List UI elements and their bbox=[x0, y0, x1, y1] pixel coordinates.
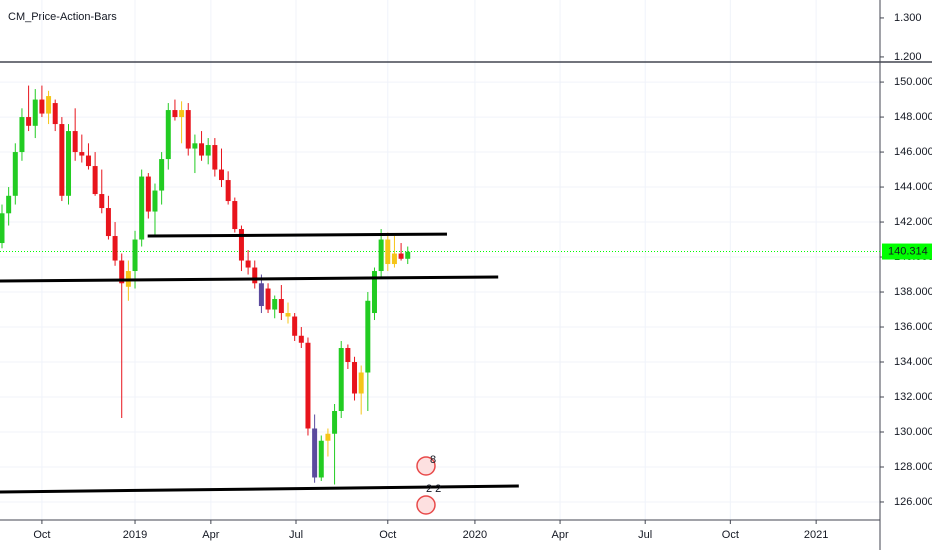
candle-body bbox=[312, 428, 318, 478]
candle-body bbox=[358, 372, 364, 394]
candle-body bbox=[32, 99, 38, 126]
candle-body bbox=[192, 143, 198, 149]
last-price-label: 140.314 bbox=[888, 245, 928, 257]
candle-body bbox=[318, 440, 324, 478]
candle-body bbox=[398, 253, 404, 259]
candle-body bbox=[325, 433, 331, 441]
candle-body bbox=[225, 180, 231, 202]
candle-body bbox=[332, 410, 338, 434]
candle-body bbox=[52, 103, 58, 125]
candle-body bbox=[285, 313, 291, 317]
candle-body bbox=[185, 110, 191, 149]
candle-body bbox=[245, 260, 251, 268]
x-tick-label: Apr bbox=[202, 529, 219, 541]
candle-body bbox=[72, 131, 78, 153]
x-tick-label: Apr bbox=[551, 529, 568, 541]
y-tick-label: 150.000 bbox=[894, 76, 932, 88]
candle-body bbox=[292, 316, 298, 336]
candle-body bbox=[272, 299, 278, 310]
candle-body bbox=[26, 117, 32, 126]
candle-body bbox=[258, 283, 264, 307]
candle-body bbox=[365, 300, 371, 373]
annotation-icon bbox=[416, 495, 436, 515]
candle-body bbox=[199, 143, 205, 156]
candle-body bbox=[79, 152, 85, 156]
x-tick-label: Jul bbox=[638, 529, 652, 541]
candle-body bbox=[139, 176, 145, 240]
candle-body bbox=[405, 251, 411, 259]
candle-body bbox=[66, 131, 72, 196]
candle-body bbox=[212, 145, 218, 170]
x-tick-label: Oct bbox=[33, 529, 50, 541]
candle-body bbox=[218, 169, 224, 181]
annotation-icon bbox=[416, 456, 436, 476]
candle-body bbox=[145, 176, 151, 212]
candle-body bbox=[59, 124, 65, 196]
last-price-box bbox=[882, 243, 932, 260]
x-tick-label: 2020 bbox=[463, 529, 487, 541]
x-tick-label: 2021 bbox=[804, 529, 828, 541]
candle-body bbox=[85, 155, 91, 167]
x-tick-label: 2019 bbox=[123, 529, 147, 541]
y-tick-label: 136.000 bbox=[894, 321, 932, 333]
y-tick-label: 1.300 bbox=[894, 12, 922, 24]
trendline bbox=[147, 232, 447, 238]
annotation-label: 8 bbox=[430, 454, 436, 466]
y-tick-label: 130.000 bbox=[894, 426, 932, 438]
candle-body bbox=[232, 201, 238, 230]
candle-body bbox=[112, 236, 118, 261]
candle-body bbox=[278, 299, 284, 314]
candle-body bbox=[46, 96, 52, 114]
y-tick-label: 142.000 bbox=[894, 216, 932, 228]
candle-body bbox=[378, 239, 384, 272]
candle-body bbox=[6, 195, 12, 214]
y-tick-label: 128.000 bbox=[894, 461, 932, 473]
y-tick-label: 134.000 bbox=[894, 356, 932, 368]
y-tick-label: 126.000 bbox=[894, 496, 932, 508]
y-tick-label: 1.200 bbox=[894, 51, 922, 63]
trendline bbox=[0, 484, 519, 494]
candle-body bbox=[345, 348, 351, 363]
y-tick-label: 144.000 bbox=[894, 181, 932, 193]
candle-body bbox=[105, 208, 111, 237]
candle-body bbox=[338, 348, 344, 411]
candle-body bbox=[352, 362, 358, 394]
y-tick-label: 138.000 bbox=[894, 286, 932, 298]
y-tick-label: 148.000 bbox=[894, 111, 932, 123]
candle-body bbox=[119, 260, 125, 284]
candle-body bbox=[172, 110, 178, 118]
y-tick-label: 146.000 bbox=[894, 146, 932, 158]
y-tick-label: 132.000 bbox=[894, 391, 932, 403]
candle-body bbox=[92, 166, 98, 195]
candle-body bbox=[305, 342, 311, 429]
x-tick-label: Jul bbox=[289, 529, 303, 541]
candle-body bbox=[99, 194, 105, 209]
candle-body bbox=[371, 271, 377, 314]
candle-body bbox=[132, 239, 138, 272]
candle-body bbox=[265, 288, 271, 310]
candle-body bbox=[179, 110, 185, 118]
candle-body bbox=[159, 159, 165, 191]
candle-body bbox=[391, 253, 397, 265]
trendline bbox=[0, 275, 499, 283]
candle-body bbox=[298, 335, 304, 343]
annotation-label: 2 2 bbox=[426, 483, 441, 495]
indicator-title: CM_Price-Action-Bars bbox=[8, 11, 117, 23]
candle-body bbox=[385, 239, 391, 265]
x-tick-label: Oct bbox=[722, 529, 739, 541]
x-tick-label: Oct bbox=[379, 529, 396, 541]
candle-body bbox=[19, 117, 25, 153]
candle-body bbox=[12, 152, 18, 196]
candle-body bbox=[152, 190, 158, 212]
candle-body bbox=[0, 213, 5, 244]
candle-body bbox=[205, 145, 211, 156]
candle-body bbox=[252, 267, 258, 284]
candle-body bbox=[165, 110, 171, 160]
candle-body bbox=[238, 229, 244, 261]
candle-body bbox=[39, 99, 45, 114]
